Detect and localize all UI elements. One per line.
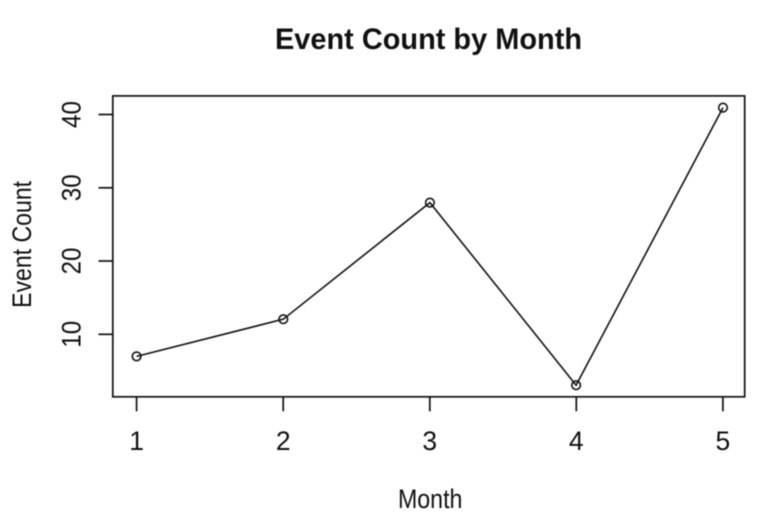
svg-text:1: 1 [129,426,144,456]
svg-text:Event Count by Month: Event Count by Month [275,23,582,56]
svg-text:Month: Month [398,484,463,512]
svg-text:4: 4 [569,426,584,456]
svg-text:5: 5 [716,426,731,456]
svg-text:10: 10 [56,321,86,348]
svg-text:2: 2 [276,426,291,456]
svg-text:20: 20 [56,248,86,275]
svg-text:30: 30 [56,174,86,201]
svg-text:Event Count: Event Count [7,180,37,308]
svg-text:3: 3 [422,426,437,456]
svg-text:40: 40 [56,101,86,128]
